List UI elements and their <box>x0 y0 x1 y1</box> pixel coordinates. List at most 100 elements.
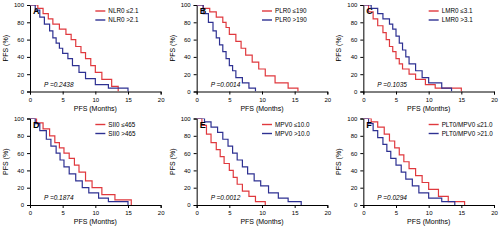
tick-mark <box>27 188 30 189</box>
panel: 05101520020406080100DP =0.1874SII0 ≤465S… <box>2 116 165 226</box>
legend-item: MPV0 >10.0 <box>262 130 310 137</box>
tick-label: 40 <box>351 168 358 174</box>
tick-mark <box>360 5 363 6</box>
tick: 0 <box>21 202 30 208</box>
tick: 10 <box>426 205 433 216</box>
axis-line <box>31 92 162 95</box>
tick: 0 <box>187 202 196 208</box>
tick-label: 80 <box>17 20 24 26</box>
tick-label: 40 <box>184 54 191 60</box>
tick-mark <box>461 205 462 208</box>
legend: PLR0 ≤190PLR0 >190 <box>262 7 307 23</box>
legend-item: NLR0 ≤2.1 <box>95 7 139 14</box>
tick: 5 <box>228 92 232 103</box>
tick: 20 <box>491 92 498 103</box>
legend-label: SII0 >465 <box>108 130 136 137</box>
tick-mark <box>396 205 397 208</box>
tick-label: 60 <box>351 151 358 157</box>
tick-mark <box>194 5 197 6</box>
tick: 60 <box>184 37 197 43</box>
tick-label: 60 <box>17 37 24 43</box>
y-axis-label: PFS (%) <box>2 149 10 175</box>
tick-label: 0 <box>195 97 199 103</box>
tick: 80 <box>351 20 364 26</box>
tick-mark <box>360 205 363 206</box>
tick: 5 <box>395 205 399 216</box>
tick-mark <box>494 92 495 95</box>
tick-mark <box>194 40 197 41</box>
tick-mark <box>194 188 197 189</box>
tick: 0 <box>362 92 366 103</box>
tick-label: 10 <box>259 97 266 103</box>
tick: 40 <box>17 54 30 60</box>
tick-label: 0 <box>195 210 199 216</box>
tick-label: 100 <box>181 116 192 122</box>
legend: MPV0 ≤10.0MPV0 >10.0 <box>262 121 310 137</box>
tick-mark <box>27 74 30 75</box>
tick: 15 <box>125 92 132 103</box>
tick-label: 5 <box>228 210 232 216</box>
tick: 20 <box>324 205 331 216</box>
axis-line <box>194 6 198 93</box>
tick: 100 <box>14 116 30 122</box>
legend-item: PLT0/MPV0 ≤21.0 <box>429 121 493 128</box>
plot: 05101520020406080100FP =0.0294PLT0/MPV0 … <box>347 116 498 216</box>
tick-label: 10 <box>92 210 99 216</box>
tick: 60 <box>17 37 30 43</box>
y-axis: 020406080100 <box>181 116 198 209</box>
tick-mark <box>360 40 363 41</box>
tick-mark <box>128 205 129 208</box>
y-axis-label: PFS (%) <box>169 149 177 175</box>
tick-label: 20 <box>17 72 24 78</box>
legend-swatch <box>429 19 439 20</box>
y-axis-label: PFS (%) <box>2 35 10 61</box>
tick: 0 <box>362 205 366 216</box>
tick-label: 20 <box>491 210 498 216</box>
tick-mark <box>27 92 30 93</box>
tick: 40 <box>184 168 197 174</box>
y-axis-label: PFS (%) <box>335 149 343 175</box>
tick-label: 60 <box>17 151 24 157</box>
axis-line <box>194 119 198 206</box>
legend-swatch <box>429 133 439 134</box>
tick-mark <box>161 92 162 95</box>
tick: 40 <box>184 54 197 60</box>
tick-label: 0 <box>29 210 33 216</box>
legend-label: PLR0 >190 <box>275 16 307 23</box>
tick-label: 40 <box>351 54 358 60</box>
tick-mark <box>327 92 328 95</box>
axis-line <box>360 6 364 93</box>
legend-swatch <box>429 10 439 11</box>
tick-mark <box>27 57 30 58</box>
tick-label: 10 <box>426 97 433 103</box>
x-axis: 05101520 <box>29 205 165 216</box>
legend-item: SII0 >465 <box>95 130 136 137</box>
legend-swatch <box>262 133 272 134</box>
legend-item: NLR0 >2.1 <box>95 16 139 23</box>
plot: 05101520020406080100CP =0.1035LMR0 ≤3.1L… <box>347 2 498 102</box>
tick-mark <box>27 153 30 154</box>
tick-mark <box>360 170 363 171</box>
tick-mark <box>360 57 363 58</box>
tick: 10 <box>259 92 266 103</box>
tick-label: 0 <box>354 89 358 95</box>
panel-title: C <box>366 6 373 16</box>
tick-label: 5 <box>228 97 232 103</box>
panel-title: F <box>366 120 372 130</box>
tick: 5 <box>228 205 232 216</box>
plot: 05101520020406080100EP =0.0012MPV0 ≤10.0… <box>181 116 332 216</box>
tick-mark <box>360 92 363 93</box>
tick-label: 20 <box>491 97 498 103</box>
x-axis: 05101520 <box>195 92 331 103</box>
x-axis: 05101520 <box>362 92 498 103</box>
tick-label: 100 <box>181 2 192 8</box>
x-axis-label: PFS (Months) <box>240 218 283 226</box>
tick: 40 <box>351 54 364 60</box>
plot: 05101520020406080100BP =0.0014PLR0 ≤190P… <box>181 2 332 102</box>
tick-mark <box>194 74 197 75</box>
axis-line <box>197 206 328 209</box>
legend-swatch <box>95 10 105 11</box>
survival-curve <box>363 5 451 92</box>
tick: 20 <box>17 72 30 78</box>
tick: 15 <box>292 92 299 103</box>
